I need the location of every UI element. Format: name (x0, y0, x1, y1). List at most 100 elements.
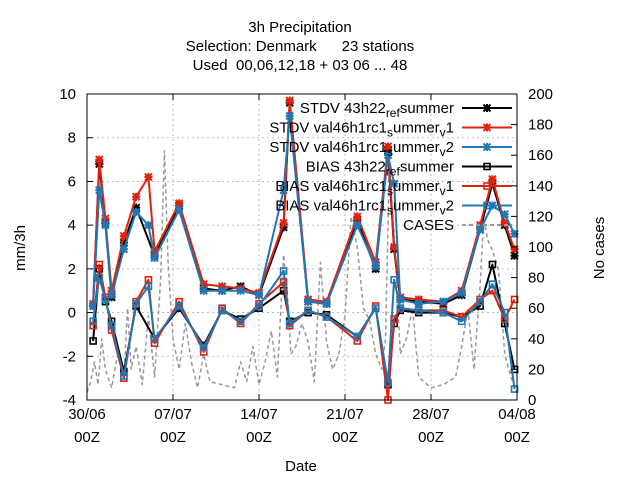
legend-marker (483, 201, 491, 210)
series-6 (86, 149, 518, 393)
series-point (439, 297, 448, 306)
series-point (199, 279, 208, 289)
legend-label-part: CASES (403, 217, 454, 234)
series-point (475, 225, 485, 234)
legend-label: BIAS 43h22refsummer (306, 159, 454, 179)
legend-label-part: v (440, 145, 446, 159)
y-axis-label: mm/3h (12, 225, 29, 271)
series-line (86, 149, 518, 393)
title-line-2: Selection: Denmark 23 stations (186, 38, 414, 55)
legend-label-part: STDV val46h1rc1 (269, 120, 387, 137)
x-tick-label-date: 21/07 (326, 406, 364, 423)
series-point (279, 218, 288, 228)
y2-tick-label: 0 (528, 392, 536, 409)
series-point (510, 385, 519, 393)
series-point (174, 205, 184, 215)
series-5 (89, 267, 519, 393)
series-point (144, 282, 153, 291)
legend-label-part: ref (386, 164, 401, 178)
x-tick-label-hour: 00Z (74, 429, 100, 446)
series-point (353, 216, 362, 225)
legend-label: STDV 43h22refsummer (300, 100, 454, 120)
series-point (175, 297, 183, 306)
legend-label: BIAS val46h1rc1summerv1 (275, 178, 454, 198)
series-point (488, 260, 497, 269)
legend-label-part: s (387, 125, 393, 139)
series-point (383, 142, 393, 151)
series-point (322, 313, 331, 321)
legend-entry: STDV val46h1rc1summerv2 (269, 139, 512, 159)
y2-tick-labels: 0 20 40 60 80 100 120 140 160 180 200 (528, 86, 553, 409)
series-point (107, 290, 116, 300)
legend-label-part: ref (386, 106, 401, 120)
x-tick-label-date: 30/06 (68, 406, 106, 423)
y-tick-labels: -4 -2 0 2 4 6 8 10 (59, 86, 76, 409)
y-tick-label: -4 (63, 392, 76, 409)
legend-entry: STDV 43h22refsummer (300, 100, 512, 120)
y2-tick-label: 40 (528, 331, 545, 348)
series-point (476, 297, 484, 306)
title-line-1: 3h Precipitation (248, 19, 351, 36)
series-point (488, 175, 497, 184)
title-line-3: Used 00,06,12,18 + 03 06 ... 48 (193, 57, 408, 74)
legend-label: STDV val46h1rc1summerv2 (269, 139, 454, 159)
series-point (389, 242, 399, 252)
series-point (353, 332, 362, 341)
y-tick-label: 10 (59, 86, 76, 103)
series-point (500, 210, 509, 219)
legend-marker (482, 103, 492, 113)
y2-tick-label: 60 (528, 300, 545, 317)
legend-label-part: BIAS val46h1rc1 (275, 198, 387, 215)
legend-label-part: s (400, 159, 408, 176)
y-tick-label: 8 (68, 130, 76, 147)
series-point (414, 295, 423, 304)
series-point (255, 302, 263, 310)
series-point (199, 286, 208, 295)
series-point (101, 295, 110, 304)
series-3 (89, 260, 519, 389)
series-point (89, 337, 97, 345)
legend-label-part: 2 (446, 139, 454, 156)
legend-label-part: STDV 43h22 (300, 100, 386, 117)
legend-label-part: s (387, 184, 393, 198)
series-point (353, 212, 362, 221)
legend-label-part: BIAS val46h1rc1 (275, 178, 387, 195)
series-point (353, 220, 362, 230)
legend-label-part: ummer (393, 178, 440, 195)
series-point (199, 343, 208, 352)
series-point (144, 220, 153, 230)
series-point (303, 297, 313, 306)
series-point (95, 185, 104, 195)
y2-axis-label: No cases (591, 217, 608, 280)
cases-series-layer (86, 149, 518, 393)
legend-label-part: BIAS 43h22 (306, 159, 386, 176)
series-point (236, 317, 245, 326)
series-point (475, 220, 485, 230)
series-point (285, 96, 294, 105)
series-point (414, 299, 423, 309)
series-point (500, 218, 509, 228)
series-point (500, 308, 509, 317)
legend-label: CASES (403, 217, 454, 234)
y2-tick-label: 160 (528, 147, 553, 164)
series-point (101, 214, 110, 223)
series-point (217, 286, 227, 295)
series-point (119, 231, 129, 241)
x-tick-label-date: 04/08 (498, 406, 536, 423)
series-point (304, 306, 312, 315)
legend-marker (482, 123, 492, 132)
series-point (279, 267, 288, 275)
x-tick-label-hour: 00Z (160, 429, 186, 446)
y2-tick-label: 100 (528, 239, 553, 256)
series-point (389, 179, 399, 188)
x-tick-label-hour: 00Z (246, 429, 272, 446)
series-point (510, 295, 519, 304)
series-point (510, 251, 519, 260)
series-point (396, 304, 405, 313)
series-point (175, 302, 183, 310)
y2-tick-label: 80 (528, 270, 545, 287)
legend-label-part: s (400, 100, 408, 117)
legend-label: BIAS val46h1rc1summerv2 (275, 198, 454, 218)
series-point (89, 317, 97, 326)
legend-label-part: ummer (407, 159, 454, 176)
